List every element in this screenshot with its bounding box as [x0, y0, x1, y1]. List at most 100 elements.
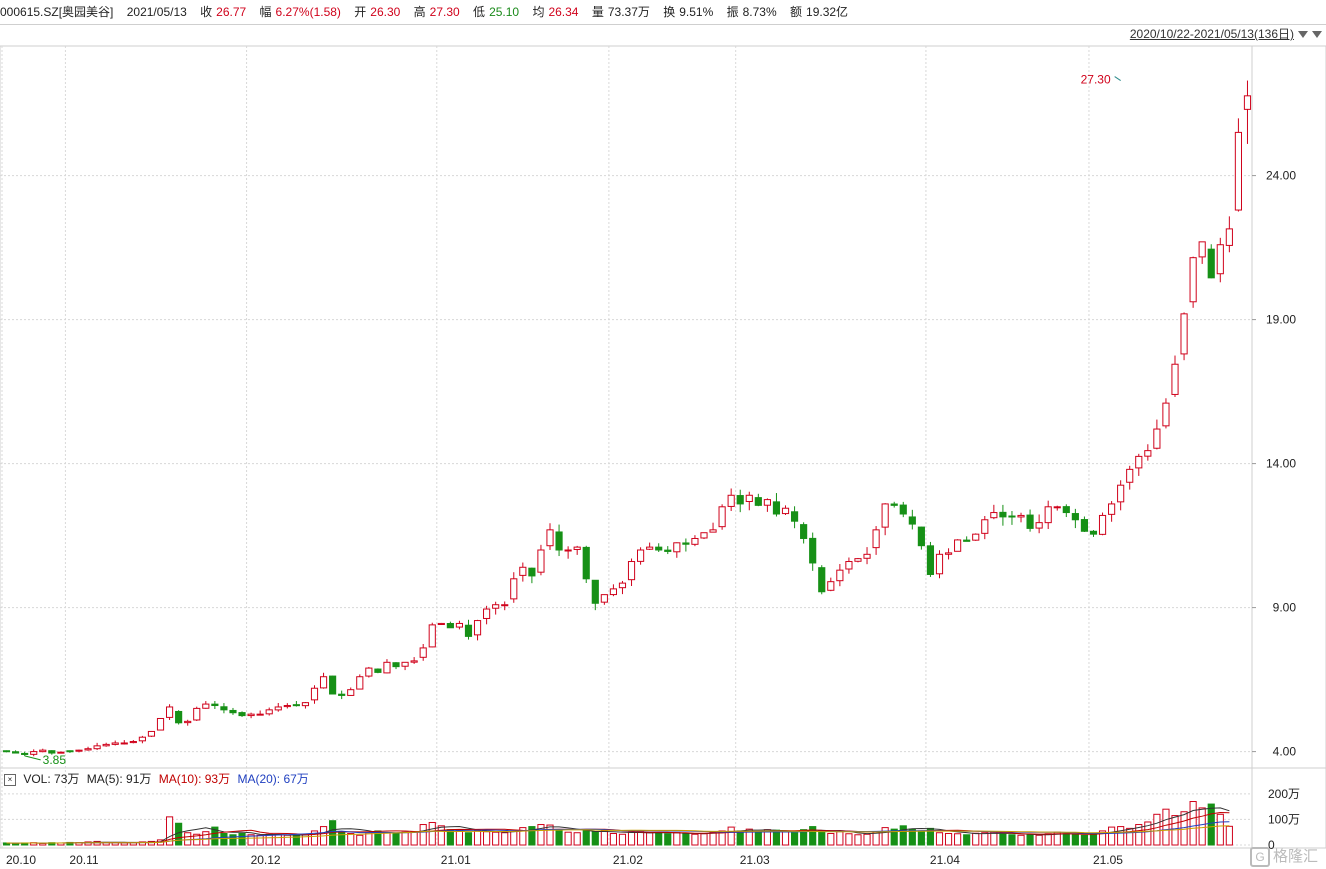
volume-legend: × VOL: 73万 MA(5): 91万 MA(10): 93万 MA(20)… — [4, 771, 313, 787]
x-tick-label: 21.05 — [1093, 853, 1123, 867]
low-value: 25.10 — [489, 5, 520, 19]
candle-body — [446, 623, 454, 629]
candle-body — [1062, 506, 1070, 514]
volume-bar — [1071, 833, 1079, 846]
candle-body — [1189, 257, 1197, 303]
candle-body — [93, 745, 101, 750]
volume-bar — [673, 832, 681, 846]
candle-body — [999, 511, 1007, 518]
volume-bar — [944, 832, 953, 846]
candle-body — [48, 750, 56, 754]
volume-bar — [845, 833, 853, 846]
candle-body — [727, 494, 735, 507]
candle-body — [827, 581, 835, 591]
y-tick-label: 4.00 — [1273, 745, 1297, 759]
collapse-icon[interactable]: × — [4, 773, 16, 786]
volume-bar — [419, 824, 427, 846]
avg-value: 26.34 — [548, 5, 579, 19]
candle-body — [464, 624, 473, 637]
candle-body — [356, 676, 364, 690]
expand-arrow-icon[interactable] — [1312, 31, 1322, 39]
volume-bar — [682, 832, 690, 846]
volume-bar — [591, 831, 599, 846]
volume-bar — [818, 830, 826, 846]
candle-body — [573, 546, 581, 550]
candle-body — [211, 703, 219, 707]
volume-bar — [184, 832, 192, 846]
dropdown-arrow-icon[interactable] — [1298, 31, 1308, 39]
candle-body — [1153, 428, 1161, 449]
volume-label: 量 — [591, 5, 604, 19]
volume-bar — [310, 830, 319, 846]
volume-bar — [963, 834, 971, 846]
vol-legend-ma10: MA(10): 93万 — [158, 772, 231, 786]
volume-y-tick-label: 100万 — [1268, 812, 1300, 826]
volume-bar — [664, 833, 672, 846]
date-range-selector[interactable]: 2020/10/22-2021/05/13(136日) — [1130, 25, 1326, 43]
volume-ma30-line — [6, 825, 1230, 844]
volume-bar — [972, 832, 980, 846]
volume-bar — [292, 835, 300, 846]
volume-y-tick-label: 200万 — [1268, 787, 1300, 801]
volume-bar — [229, 834, 237, 846]
candle-body — [1044, 506, 1052, 524]
volume-bar — [1144, 821, 1152, 846]
y-tick-label: 19.00 — [1266, 313, 1296, 327]
date-range-label[interactable]: 2020/10/22-2021/05/13(136日) — [1129, 27, 1294, 41]
vol-legend-ma20: MA(20): 67万 — [237, 772, 309, 786]
volume-bar — [401, 831, 409, 846]
volume-bar — [120, 842, 128, 846]
candle-body — [1080, 519, 1089, 532]
volume-bar — [600, 830, 608, 846]
volume-bar — [473, 830, 482, 846]
watermark-text: 格隆汇 — [1272, 847, 1318, 865]
candle-body — [809, 537, 817, 564]
volume-bar — [1017, 834, 1025, 846]
candle-body — [528, 567, 536, 577]
candle-body — [57, 751, 65, 754]
candle-body — [1171, 363, 1179, 395]
candle-body — [184, 720, 192, 724]
volume-bar — [954, 833, 962, 846]
volume-bar — [890, 828, 898, 846]
volume-bar — [881, 827, 889, 846]
y-tick-label: 24.00 — [1266, 169, 1296, 183]
candle-body — [1026, 514, 1034, 529]
volume-bar — [528, 826, 536, 846]
high-label: 高 — [413, 5, 426, 19]
volume-bar — [492, 831, 500, 846]
candle-body — [392, 662, 400, 668]
candle-body — [917, 526, 925, 547]
candle-body — [981, 519, 989, 534]
candle-body — [1216, 244, 1224, 275]
candle-body — [310, 687, 319, 701]
low-label: 低 — [473, 5, 486, 19]
candle-body — [537, 549, 545, 573]
candle-body — [30, 751, 38, 755]
candle-body — [1008, 515, 1016, 518]
stock-code-name[interactable]: 000615.SZ[奥园美谷] — [0, 5, 114, 19]
volume-bar — [356, 834, 364, 846]
candle-body — [655, 546, 663, 551]
volume-bar — [872, 831, 880, 846]
candle-body — [627, 561, 636, 581]
volume-bar — [709, 831, 717, 846]
vol-legend-ma5: MA(5): 91万 — [86, 772, 152, 786]
turnover-label: 换 — [663, 5, 676, 19]
volume-bar — [854, 834, 862, 846]
candle-body — [229, 709, 237, 714]
candle-body — [111, 742, 119, 745]
candle-body — [238, 712, 246, 717]
volume-bar — [537, 824, 545, 846]
candle-body — [483, 608, 491, 619]
volume-bar — [256, 834, 264, 846]
candle-body — [492, 604, 500, 609]
candle-body — [319, 676, 328, 689]
candle-body — [972, 533, 980, 541]
volume-bar — [501, 832, 509, 846]
candle-body — [1035, 522, 1043, 529]
amount-label: 额 — [790, 5, 803, 19]
volume-bar — [1089, 832, 1098, 846]
candle-body — [84, 748, 92, 751]
